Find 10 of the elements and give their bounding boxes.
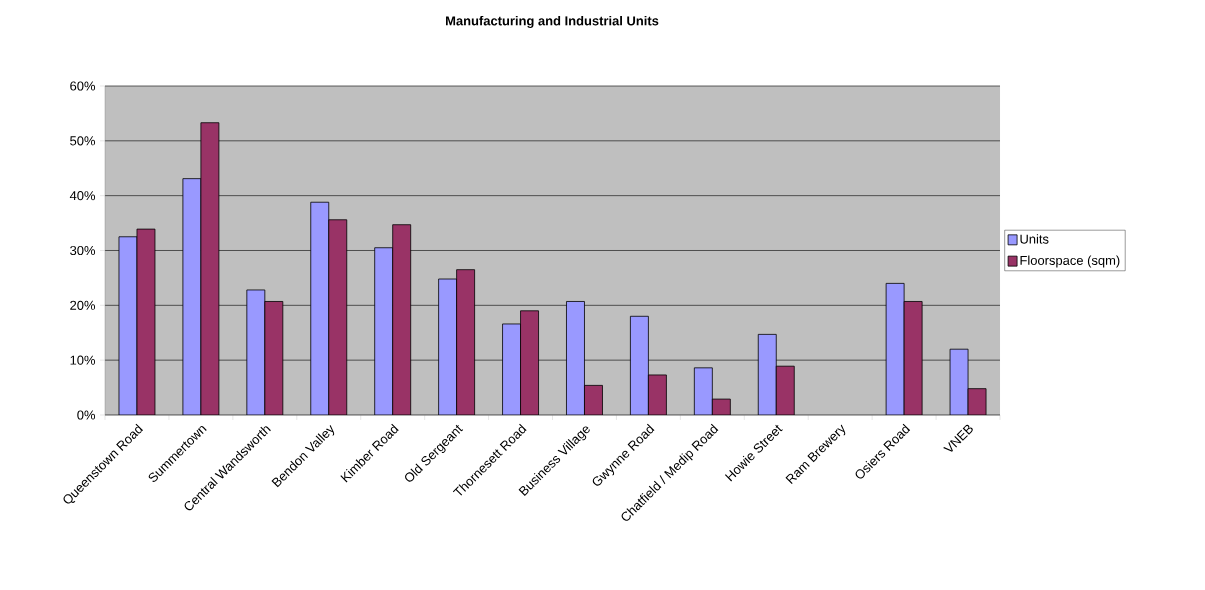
chart-title: Manufacturing and Industrial Units [446,15,659,29]
y-tick-label: 20% [70,300,96,310]
y-tick-label: 30% [70,245,96,256]
legend-label: Floorspace (sqm) [1020,255,1120,268]
y-tick-label: 10% [70,355,96,365]
y-tick-label: 40% [69,191,96,201]
legend-label: Units [1020,234,1049,244]
y-tick-label: 50% [70,136,96,146]
y-tick-label: 60% [70,81,96,91]
y-tick-label: 0% [77,410,96,420]
